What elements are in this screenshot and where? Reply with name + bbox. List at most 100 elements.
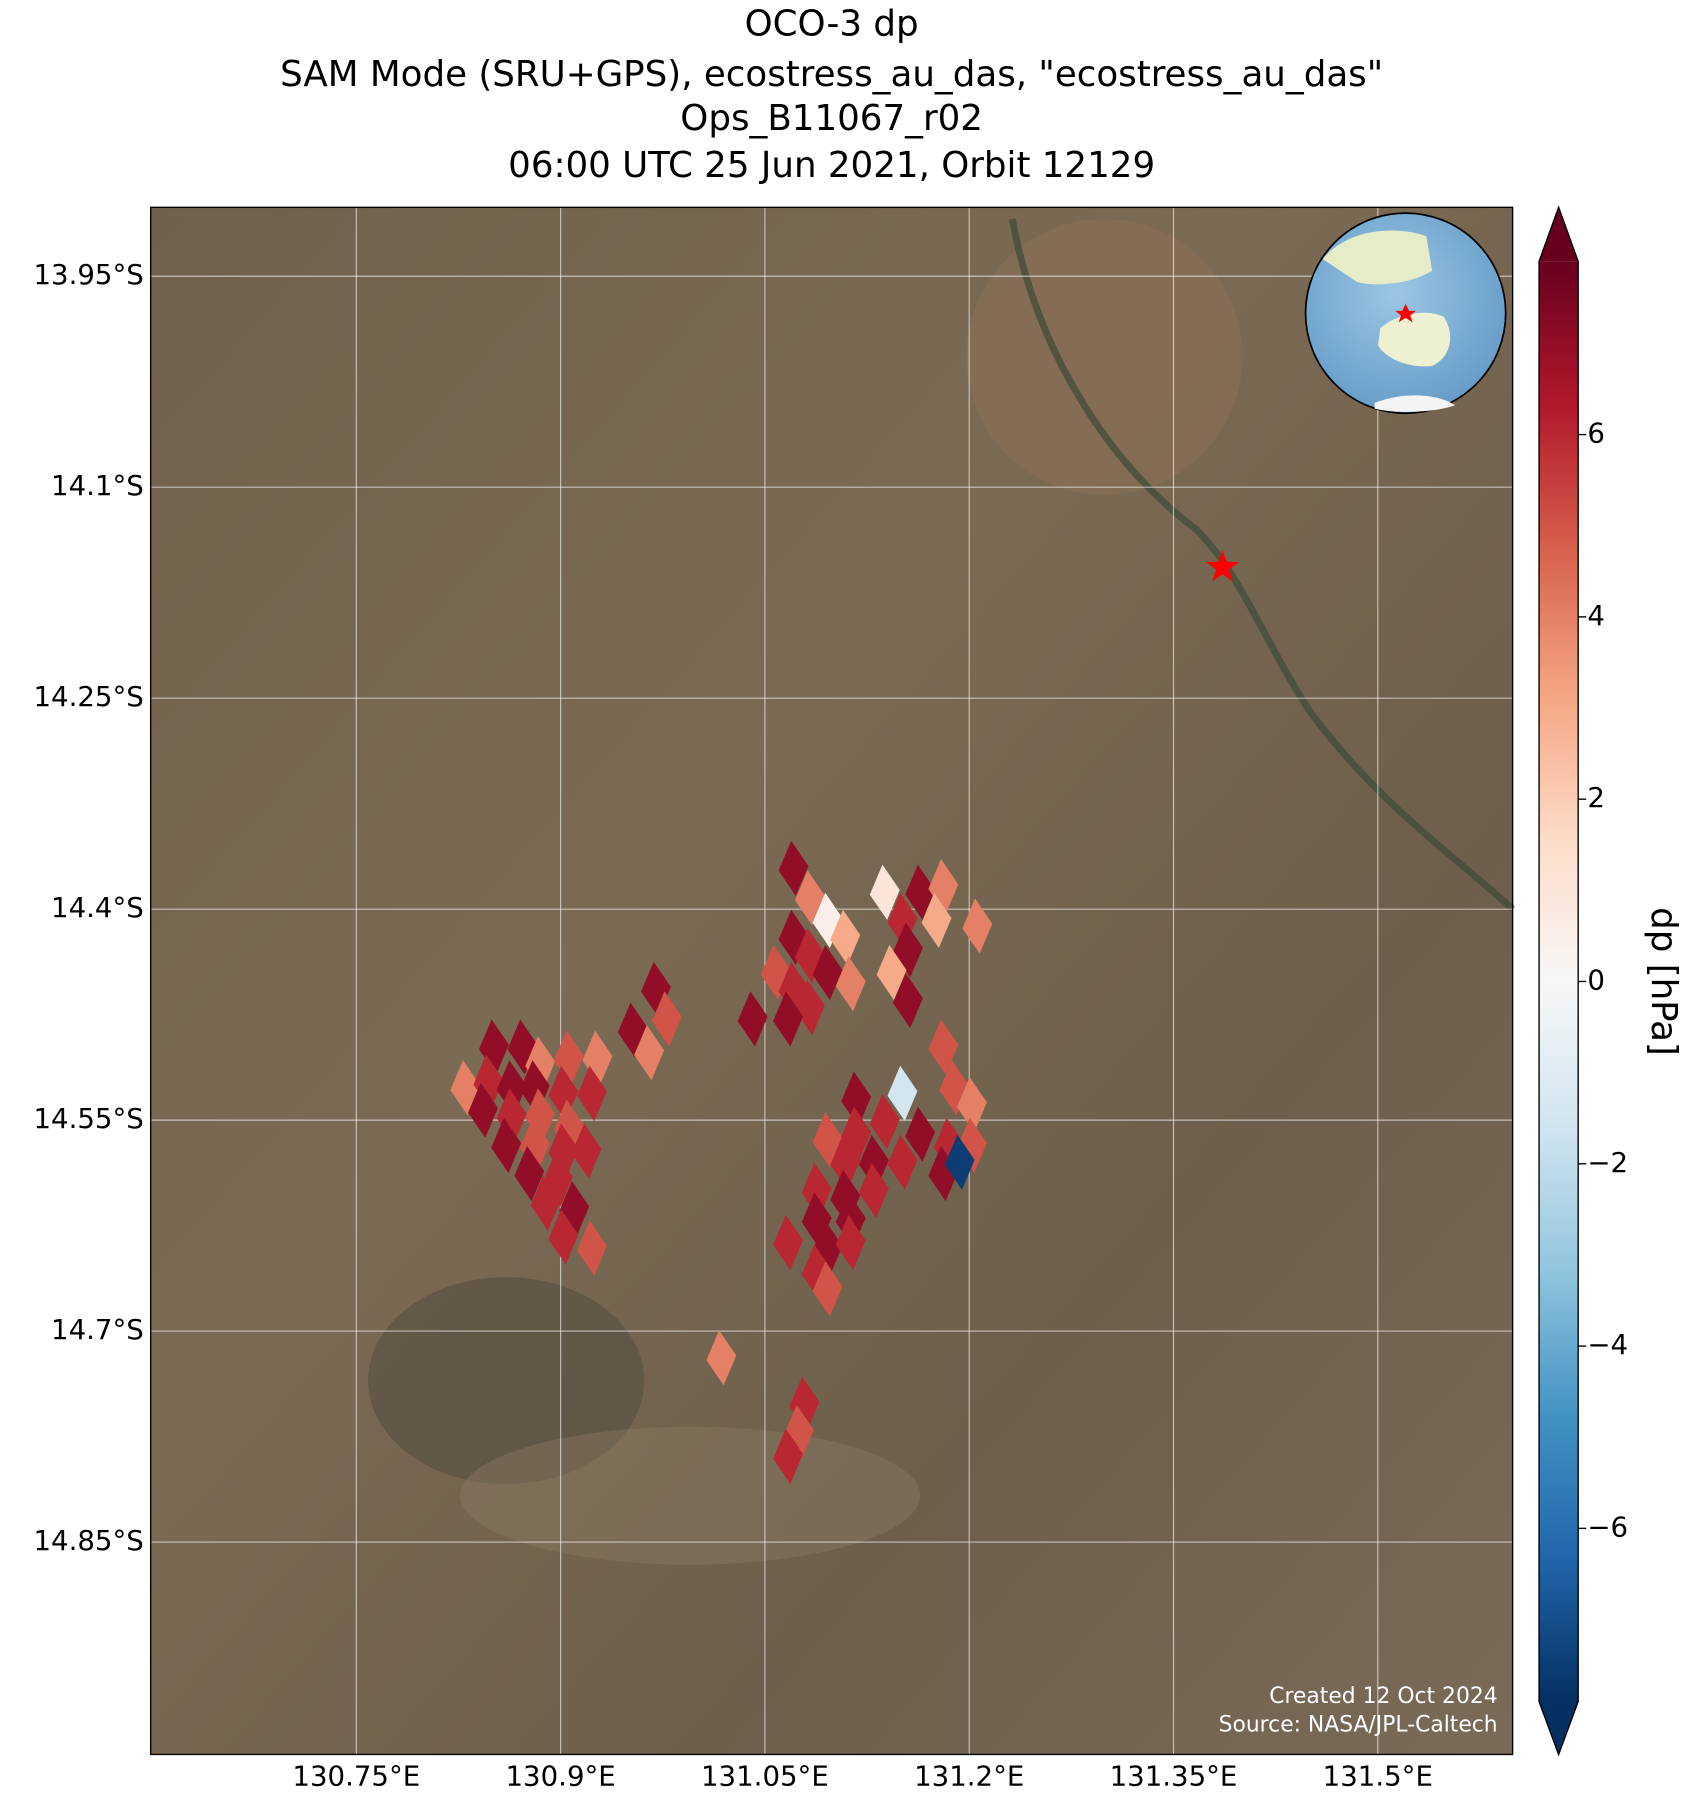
footprint: [887, 1065, 918, 1122]
footprint: [478, 1019, 509, 1075]
footprint: [892, 922, 923, 978]
footprint: [491, 1117, 522, 1174]
footprint: [812, 1261, 843, 1317]
title-line: SAM Mode (SRU+GPS), ecostress_au_das, "e…: [280, 54, 1383, 95]
colorbar: −6 −4 −2 0 2 4 6: [1538, 205, 1628, 1757]
footprint: [514, 1145, 545, 1202]
footprint: [962, 898, 993, 954]
footprint: [869, 1093, 900, 1150]
x-tick-label: 131.2°E: [914, 1759, 1024, 1792]
x-tick-label: 130.75°E: [292, 1759, 420, 1792]
colorbar-body: [1539, 261, 1579, 1702]
footprint: [921, 892, 952, 949]
inset-globe: [1304, 212, 1507, 415]
title-line: OCO-3 dp: [745, 4, 919, 45]
globe-land: [1378, 312, 1451, 367]
footprint: [737, 991, 768, 1047]
farmland: [966, 218, 1243, 495]
footprint: [525, 1088, 556, 1144]
footprint: [789, 1376, 820, 1432]
footprint: [576, 1065, 607, 1122]
y-tick-label: 14.25°S: [33, 680, 143, 713]
colorbar-tick-label: 0: [1587, 963, 1605, 996]
title-line: Ops_B11067_r02: [680, 98, 983, 139]
y-tick-label: 14.7°S: [51, 1313, 144, 1346]
y-tick-label: 14.4°S: [51, 891, 144, 924]
footprint: [542, 1151, 573, 1207]
footprint: [778, 840, 809, 896]
footprint: [634, 1025, 665, 1081]
footprint: [496, 1088, 527, 1144]
footprint: [944, 1134, 975, 1190]
footprint: [956, 1117, 987, 1174]
river: [1008, 218, 1515, 912]
colorbar-tick-label: −6: [1587, 1510, 1628, 1543]
y-tick-label: 13.95°S: [33, 258, 143, 291]
title: OCO-3 dp SAM Mode (SRU+GPS), ecostress_a…: [280, 4, 1383, 186]
colorbar-tick-label: −2: [1587, 1146, 1628, 1179]
title-line: 06:00 UTC 25 Jun 2021, Orbit 12129: [508, 145, 1155, 186]
footprint: [571, 1123, 602, 1179]
footprint: [576, 1220, 607, 1276]
footprint: [706, 1330, 737, 1386]
plain: [460, 1426, 921, 1565]
footprint: [784, 1404, 814, 1460]
colorbar-outline: [1538, 205, 1579, 1757]
footprint: [858, 1162, 889, 1219]
footprint: [773, 1428, 804, 1484]
footprint: [928, 1019, 959, 1075]
footprint: [519, 1117, 550, 1174]
footprint: [876, 944, 907, 1001]
colorbar-label: dp [hPa]: [1643, 907, 1684, 1056]
footprint: [892, 972, 923, 1029]
map-frame: [149, 206, 1514, 1756]
footprint: [582, 1030, 613, 1086]
footprint: [835, 1214, 866, 1271]
footprint: [559, 1181, 590, 1237]
footprint: [773, 991, 804, 1047]
colorbar-tick-label: −4: [1587, 1328, 1628, 1361]
grid: [150, 207, 1513, 1755]
y-tick-label: 14.55°S: [33, 1102, 143, 1135]
footprints: [450, 840, 993, 1484]
footprint: [548, 1123, 579, 1179]
footprint: [773, 1214, 804, 1271]
footprint: [812, 944, 843, 1001]
colorbar-tick-label: 2: [1587, 781, 1605, 814]
footprint: [928, 859, 959, 915]
y-tick-label: 14.1°S: [51, 469, 144, 502]
footprint: [525, 1036, 556, 1092]
credit: Created 12 Oct 2024: [1269, 1684, 1497, 1709]
credit: Source: NASA/JPL-Caltech: [1219, 1713, 1498, 1738]
footprint: [553, 1030, 584, 1086]
colorbar-tick-label: 6: [1587, 417, 1605, 450]
dark-terrain: [368, 1277, 645, 1485]
footprint: [812, 1220, 843, 1276]
globe-marker: [1395, 303, 1416, 323]
footprint: [928, 1145, 959, 1202]
footprint: [548, 1209, 579, 1265]
y-tick-label: 14.85°S: [33, 1524, 143, 1557]
x-tick-label: 131.5°E: [1323, 1759, 1433, 1792]
footprint: [530, 1175, 561, 1231]
footprint: [887, 1134, 918, 1190]
footprint: [468, 1082, 498, 1138]
footprint: [956, 1077, 987, 1133]
colorbar-tick-label: 4: [1587, 599, 1605, 632]
colorbar-extend-bottom: [1539, 1701, 1579, 1755]
x-tick-label: 131.35°E: [1110, 1759, 1238, 1792]
globe-land: [1322, 230, 1433, 285]
footprint: [869, 864, 900, 920]
footprint: [830, 1134, 861, 1190]
footprint: [905, 1106, 936, 1162]
footprint: [858, 1134, 889, 1190]
footprint: [553, 1099, 584, 1155]
footprint: [905, 864, 936, 920]
footprint: [801, 1162, 832, 1219]
footprint: [651, 991, 682, 1047]
globe-land: [1374, 395, 1456, 412]
footprint: [794, 980, 825, 1036]
footprint: [841, 1106, 872, 1162]
footprint: [841, 1071, 872, 1127]
